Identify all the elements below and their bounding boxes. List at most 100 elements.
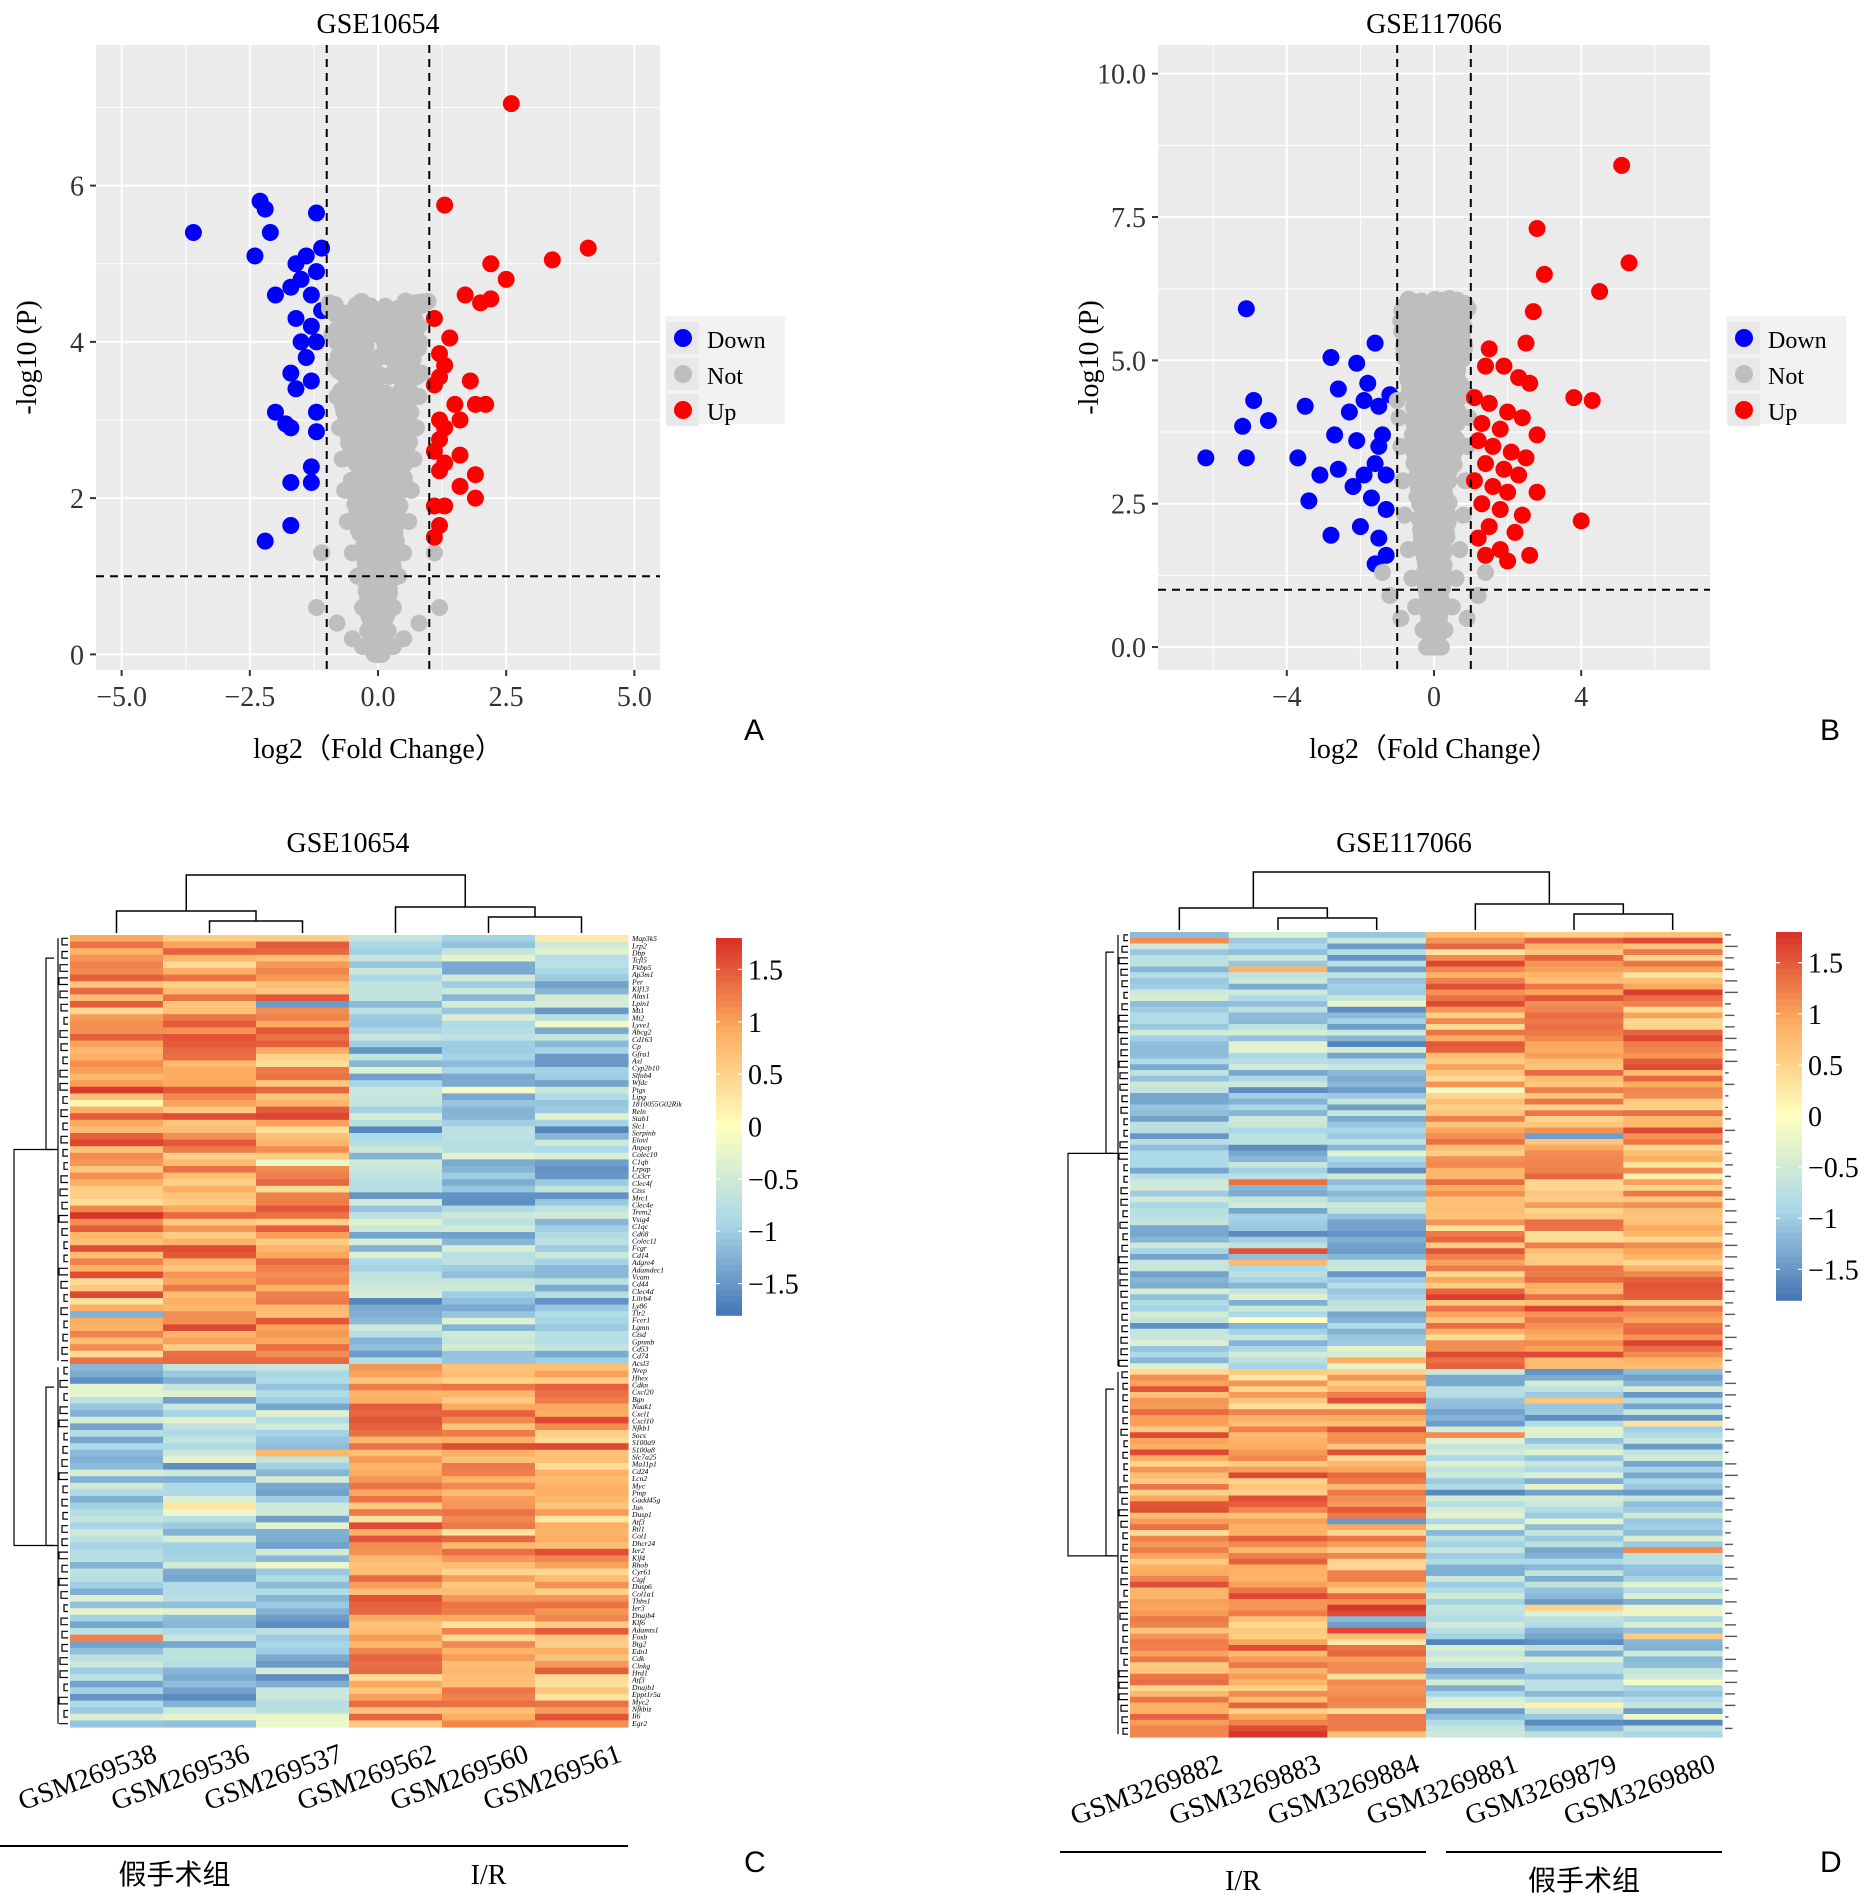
heatmap-cell [256, 1608, 350, 1616]
heatmap-cell [1228, 1288, 1328, 1295]
heatmap-cell [1228, 1323, 1328, 1330]
heatmap-cell [70, 1350, 164, 1358]
heatmap-cell [442, 1146, 536, 1154]
heatmap-cell [70, 1133, 164, 1141]
series-up [1465, 156, 1638, 570]
heatmap-cell [1524, 1029, 1624, 1037]
dendrogram-branch [1120, 1106, 1128, 1114]
row-label: Lrp2 [631, 941, 647, 950]
heatmap-cell [349, 1298, 443, 1306]
row-label: Mt2 [631, 1013, 644, 1022]
heatmap-cell [1327, 1397, 1427, 1405]
heatmap-cell [1623, 1691, 1723, 1698]
color-bar-segment [1776, 1287, 1802, 1295]
row-label: Il6 [631, 1712, 641, 1721]
dendrogram-branch [63, 1683, 68, 1692]
heatmap-cell [349, 1179, 443, 1187]
heatmap-cell [1327, 1501, 1427, 1508]
heatmap-cell [1426, 1696, 1526, 1704]
heatmap-cell [442, 1218, 536, 1226]
point-not [1436, 332, 1454, 350]
heatmap-cell [1228, 1679, 1328, 1686]
heatmap-cell [70, 1489, 164, 1497]
point-not [338, 513, 356, 531]
heatmap-cell [1327, 1116, 1427, 1123]
dendrogram-branch [1119, 1221, 1128, 1229]
heatmap-cell [1524, 1179, 1624, 1186]
dendrogram-branch [58, 1577, 68, 1586]
dendrogram-branch [1123, 1118, 1128, 1126]
heatmap-cell [1130, 1461, 1230, 1468]
heatmap-cell [256, 1614, 350, 1622]
heatmap-cell [1426, 1455, 1526, 1462]
heatmap-cell [1524, 1461, 1624, 1468]
point-not [1428, 455, 1446, 473]
heatmap-cell [1130, 1455, 1230, 1462]
heatmap-cell [1426, 932, 1526, 939]
heatmap-cell [1327, 978, 1427, 985]
heatmap-cell [349, 1080, 443, 1088]
y-axis-label: -log10 (P) [12, 300, 43, 414]
heatmap-cell [349, 1601, 443, 1609]
heatmap-cell [1623, 989, 1723, 996]
color-bar-segment [1776, 1140, 1802, 1148]
point-not [1411, 445, 1429, 463]
heatmap-cell [1524, 1259, 1624, 1267]
point-not [388, 453, 406, 471]
heatmap-cell [349, 1027, 443, 1035]
heatmap-cell [1524, 1616, 1624, 1623]
color-bar-segment [716, 975, 742, 983]
point-not [395, 334, 413, 352]
heatmap-cell [1524, 1144, 1624, 1152]
heatmap-cell [256, 1265, 350, 1273]
heatmap-cell [1524, 1564, 1624, 1571]
heatmap-cell [1130, 1236, 1230, 1244]
heatmap-cell [70, 974, 164, 982]
heatmap-cell [535, 1661, 629, 1669]
point-down [1245, 392, 1263, 410]
row-label: Cd74 [632, 1352, 649, 1361]
color-bar-segment [716, 1113, 742, 1122]
heatmap-cell [535, 1298, 629, 1306]
row-label: Acsl3 [631, 1359, 649, 1368]
heatmap-cell [1130, 1650, 1230, 1658]
group-label: 假手术组 [118, 1859, 230, 1891]
x-tick-label: 4 [1574, 682, 1588, 713]
heatmap-cell [1426, 1708, 1526, 1715]
heatmap-cell [1130, 1213, 1230, 1221]
heatmap-cell [535, 1238, 629, 1246]
heatmap-cell [1130, 1472, 1230, 1479]
heatmap-cell [1130, 1265, 1230, 1272]
heatmap-cell [535, 1126, 629, 1134]
heatmap-cell [442, 1568, 536, 1576]
x-tick-label: −2.5 [224, 682, 275, 713]
dendrogram-branch [62, 1511, 68, 1520]
color-bar-label: 1 [748, 1008, 762, 1039]
point-not [1428, 494, 1446, 512]
heatmap-cell [535, 1179, 629, 1187]
row-label: Gpnmb [632, 1337, 655, 1346]
heatmap-cell [1228, 1627, 1328, 1635]
heatmap-cell [1426, 1024, 1526, 1031]
heatmap-cell [163, 1100, 257, 1108]
point-not [1454, 506, 1472, 524]
heatmap-cell [1228, 1696, 1328, 1704]
heatmap-cell [70, 1403, 164, 1411]
heatmap-cell [535, 1317, 629, 1325]
heatmap-cell [70, 1047, 164, 1055]
point-down [1355, 392, 1373, 410]
dendrogram-branch [1120, 1578, 1128, 1586]
heatmap-cell [256, 1331, 350, 1339]
heatmap-cell [163, 974, 257, 982]
point-up [1484, 437, 1502, 455]
heatmap-cell [442, 1713, 536, 1721]
dendrogram-branch [208, 920, 304, 933]
point-not [410, 388, 428, 406]
point-not [363, 304, 381, 322]
heatmap-cell [70, 1337, 164, 1345]
legend-swatch-up [674, 401, 692, 419]
heatmap-cell [535, 1350, 629, 1358]
heatmap-cell [163, 1436, 257, 1444]
heatmap-cell [535, 1370, 629, 1378]
heatmap-cell [256, 1040, 350, 1048]
